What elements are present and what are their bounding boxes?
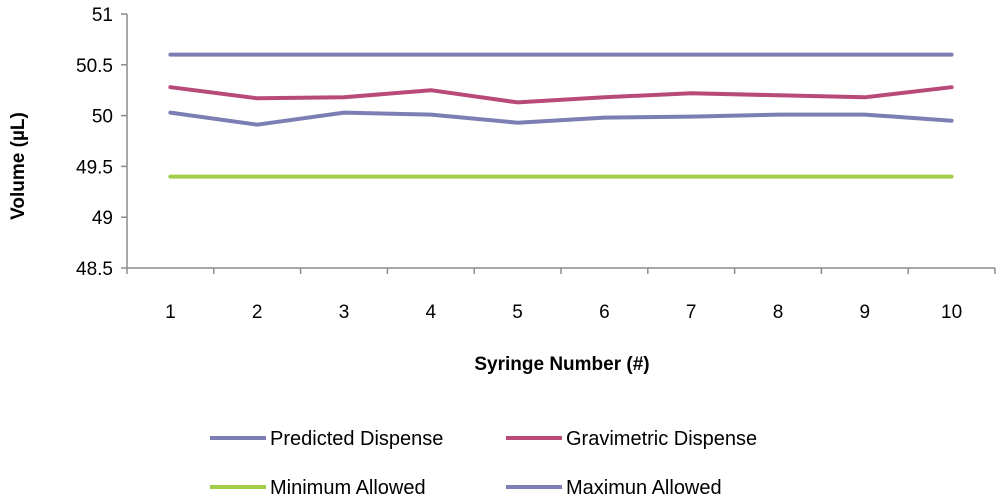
x-tick-label: 1: [165, 302, 176, 323]
y-tick-label: 49: [92, 208, 113, 229]
x-tick-label: 5: [512, 302, 523, 323]
series-layer: [168, 52, 954, 179]
x-tick-label: 6: [599, 302, 610, 323]
x-axis-title: Syringe Number (#): [474, 354, 649, 375]
legend-label: Gravimetric Dispense: [566, 428, 757, 450]
x-tick-label: 9: [860, 302, 871, 323]
series-line-gravimetric-dispense: [168, 85, 954, 105]
x-tick-labels: 1 2 3 4 5 6 7 8 9 10: [165, 302, 962, 323]
y-tick-labels: 48.5 49 49.5 50 50.5 51: [76, 5, 113, 280]
y-tick-label: 49.5: [76, 157, 113, 178]
y-axis-title: Volume (µL): [8, 112, 29, 220]
y-tick-label: 51: [92, 5, 113, 26]
legend-label: Predicted Dispense: [270, 428, 443, 450]
y-tick-label: 50: [92, 107, 113, 128]
legend-label: Maximun Allowed: [566, 477, 722, 499]
axes-layer: [121, 13, 996, 274]
legend-label: Minimum Allowed: [270, 477, 426, 499]
x-tick-label: 4: [426, 302, 437, 323]
x-tick-label: 3: [339, 302, 350, 323]
series-line-predicted-dispense: [168, 110, 954, 127]
y-tick-label: 50.5: [76, 56, 113, 77]
y-tick-label: 48.5: [76, 259, 113, 280]
x-tick-label: 7: [686, 302, 697, 323]
x-tick-label: 8: [773, 302, 784, 323]
x-tick-label: 2: [252, 302, 263, 323]
legend: Predicted Dispense Gravimetric Dispense Mi…: [210, 428, 757, 499]
x-tick-label: 10: [941, 302, 962, 323]
